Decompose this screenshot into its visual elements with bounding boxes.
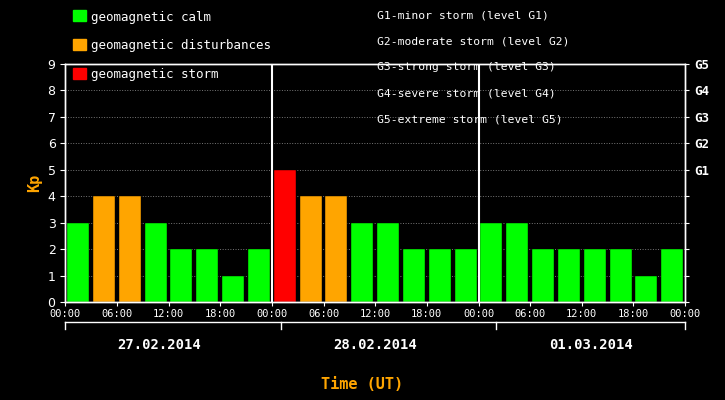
- Bar: [170, 249, 192, 302]
- Bar: [635, 276, 658, 302]
- Bar: [67, 223, 89, 302]
- Text: geomagnetic calm: geomagnetic calm: [91, 10, 212, 24]
- Bar: [428, 249, 451, 302]
- Bar: [119, 196, 141, 302]
- Bar: [455, 249, 476, 302]
- Text: G1-minor storm (level G1): G1-minor storm (level G1): [377, 10, 549, 20]
- Bar: [299, 196, 322, 302]
- Bar: [610, 249, 631, 302]
- Bar: [352, 223, 373, 302]
- Text: 27.02.2014: 27.02.2014: [117, 338, 202, 352]
- Text: geomagnetic storm: geomagnetic storm: [91, 68, 219, 81]
- Bar: [403, 249, 425, 302]
- Text: G4-severe storm (level G4): G4-severe storm (level G4): [377, 88, 556, 98]
- Text: G5-extreme storm (level G5): G5-extreme storm (level G5): [377, 114, 563, 124]
- Bar: [248, 249, 270, 302]
- Y-axis label: Kp: Kp: [27, 174, 42, 192]
- Bar: [506, 223, 529, 302]
- Bar: [377, 223, 399, 302]
- Bar: [196, 249, 218, 302]
- Text: 01.03.2014: 01.03.2014: [549, 338, 633, 352]
- Bar: [145, 223, 167, 302]
- Bar: [222, 276, 244, 302]
- Bar: [661, 249, 683, 302]
- Text: geomagnetic disturbances: geomagnetic disturbances: [91, 39, 271, 52]
- Bar: [558, 249, 580, 302]
- Text: Time (UT): Time (UT): [321, 377, 404, 392]
- Bar: [93, 196, 115, 302]
- Text: G2-moderate storm (level G2): G2-moderate storm (level G2): [377, 36, 570, 46]
- Bar: [274, 170, 296, 302]
- Bar: [584, 249, 605, 302]
- Bar: [481, 223, 502, 302]
- Text: G3-strong storm (level G3): G3-strong storm (level G3): [377, 62, 556, 72]
- Text: 28.02.2014: 28.02.2014: [334, 338, 417, 352]
- Bar: [532, 249, 554, 302]
- Bar: [326, 196, 347, 302]
